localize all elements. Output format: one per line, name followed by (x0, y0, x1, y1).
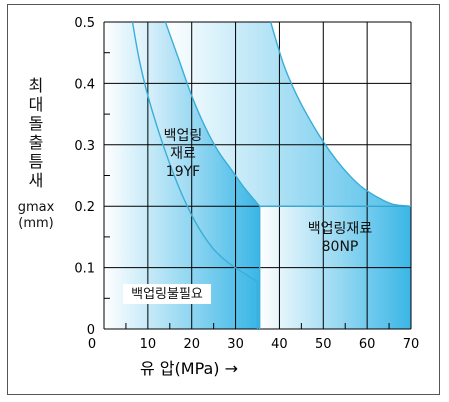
region-label-bg (123, 284, 211, 304)
x-tick-label: 0 (88, 337, 96, 352)
y-axis-label-char: 최 (28, 76, 44, 95)
region-fill-upper (165, 22, 411, 207)
region-label: 백업링재료 (308, 221, 373, 237)
region-label: 재료 (170, 146, 196, 162)
x-tick-label: 70 (403, 337, 420, 352)
region-fill-19yf (132, 22, 260, 329)
y-tick-label: 0.2 (74, 200, 95, 215)
y-axis-label-char: 틈 (28, 152, 44, 171)
y-axis-label-char: 돌 (28, 114, 44, 133)
region-label: 백업링 (164, 128, 203, 144)
x-tick-label: 30 (227, 337, 244, 352)
region-label: 백업링불필요 (131, 287, 203, 302)
y-tick-label: 0 (87, 323, 95, 338)
y-axis-unit: (mm) (18, 216, 54, 231)
y-axis-label-char: 출 (28, 133, 44, 152)
y-axis-label-char: 새 (28, 171, 44, 190)
x-tick-label: 50 (315, 337, 332, 352)
chart-frame (7, 4, 440, 395)
region-label: 80NP (322, 239, 359, 255)
y-tick-label: 0.1 (74, 262, 95, 277)
x-tick-label: 20 (183, 337, 200, 352)
x-tick-label: 60 (359, 337, 376, 352)
region-fill-no-backup (104, 22, 258, 329)
x-tick-label: 40 (271, 337, 288, 352)
series-line-2 (164, 21, 261, 207)
y-tick-label: 0.3 (74, 139, 95, 154)
y-axis-label: 최 대 돌 출 틈 새 gmax (mm) (14, 76, 58, 232)
region-label: 19YF (166, 164, 200, 180)
x-tick-label: 10 (140, 337, 157, 352)
y-axis-symbol: gmax (17, 200, 55, 215)
series-line-1 (131, 21, 258, 283)
series-line-3 (270, 21, 412, 207)
y-tick-label: 0.5 (74, 16, 95, 31)
y-axis-label-char: 대 (28, 95, 44, 114)
y-tick-label: 0.4 (74, 77, 95, 92)
x-axis-label: 유 압(MPa) → (140, 359, 238, 378)
